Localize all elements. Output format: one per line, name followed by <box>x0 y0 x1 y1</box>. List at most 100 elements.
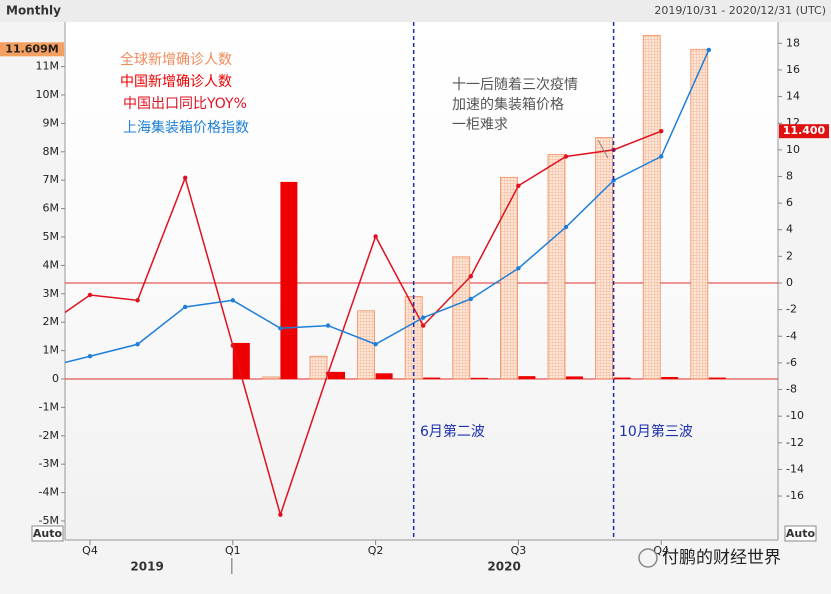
y2-tick-label: 10 <box>786 143 800 156</box>
bar <box>547 154 566 380</box>
watermark-icon <box>638 548 658 568</box>
y-tick-label: 1M <box>43 344 60 357</box>
line-point <box>135 342 140 347</box>
value-flag <box>0 42 64 57</box>
line-point <box>611 178 616 183</box>
bar <box>423 377 441 379</box>
year-label: 2020 <box>487 560 520 574</box>
line-point <box>87 354 93 359</box>
y-tick-label: 7M <box>43 173 60 186</box>
y-tick-label: -1M <box>39 400 59 413</box>
legend-entry: 全球新增确诊人数 <box>120 51 232 68</box>
annotation: 十一后随着三次疫情 <box>452 77 578 93</box>
y2-tick-label: -4 <box>786 329 797 342</box>
line-point <box>183 304 188 310</box>
x-tick-label: Q4 <box>82 544 98 557</box>
line-point <box>421 315 426 320</box>
line-point <box>373 234 378 239</box>
line-point <box>278 326 283 331</box>
bar <box>642 34 661 380</box>
annotation: 10月第三波 <box>619 423 693 440</box>
y2-tick-label: 0 <box>786 276 793 289</box>
y-tick-label: -5M <box>39 514 59 527</box>
y-tick-label: -4M <box>39 486 59 499</box>
line-point <box>230 298 235 303</box>
line-point <box>373 342 378 347</box>
plot <box>65 34 778 518</box>
y2-tick-label: 4 <box>786 223 793 236</box>
y2-tick-label: 6 <box>786 196 793 209</box>
bar <box>470 377 488 379</box>
auto-box[interactable] <box>784 525 817 542</box>
y-tick-label: 2M <box>43 315 60 328</box>
line-point <box>563 154 569 159</box>
line-point <box>516 183 521 188</box>
bar <box>690 48 709 380</box>
y-tick-label: -3M <box>39 457 59 470</box>
line-point <box>325 371 331 376</box>
bar <box>566 376 583 379</box>
line-point <box>516 266 521 271</box>
y-tick-label: 11M <box>36 60 60 73</box>
bar <box>595 137 613 380</box>
y-tick-label: 10M <box>36 88 60 101</box>
auto-label[interactable]: Auto <box>33 527 63 540</box>
y-tick-label: 8M <box>43 145 60 158</box>
bar <box>518 376 536 379</box>
line-point <box>468 274 473 279</box>
y2-tick-label: -16 <box>786 489 804 502</box>
y2-tick-label: 2 <box>786 249 793 262</box>
bar <box>357 310 376 380</box>
y2-tick-label: -2 <box>786 303 797 316</box>
x-tick-label: Q2 <box>368 544 384 557</box>
bar <box>499 176 518 380</box>
y-tick-label: 4M <box>43 258 60 271</box>
legend-entry: 中国出口同比YOY% <box>123 96 247 112</box>
bar <box>261 376 280 380</box>
y2-tick-label: 16 <box>786 63 800 76</box>
x-tick-label: Q3 <box>511 544 527 557</box>
value-label: 11.609M <box>5 42 58 55</box>
annotation: 6月第二波 <box>420 423 485 440</box>
auto-box[interactable] <box>31 525 64 542</box>
line-point <box>278 512 283 517</box>
year-label: 2019 <box>130 560 163 574</box>
line-point <box>135 298 140 303</box>
y2-tick-label: -8 <box>786 383 797 396</box>
y-tick-label: 0 <box>52 372 59 385</box>
bar <box>375 373 393 379</box>
y-tick-label: -2M <box>39 429 59 442</box>
bar <box>232 342 250 379</box>
annotation: 加速的集装箱价格 <box>452 96 564 113</box>
bar <box>309 355 328 380</box>
annotation: 一柜难求 <box>452 117 508 133</box>
date-range: 2019/10/31 - 2020/12/31 (UTC) <box>654 4 826 17</box>
line-point <box>230 343 235 348</box>
frequency: Monthly <box>6 4 61 18</box>
y-tick-label: 3M <box>43 287 60 300</box>
line-point <box>325 323 331 328</box>
line-point <box>659 154 664 159</box>
y2-tick-label: -6 <box>786 356 797 369</box>
bar <box>708 377 726 379</box>
x-tick-label: Q4 <box>653 544 669 557</box>
line-point <box>87 292 93 298</box>
bar <box>328 371 345 379</box>
legend-entry: 上海集装箱价格指数 <box>123 119 249 136</box>
header-bar <box>0 0 831 22</box>
line-point <box>468 296 473 302</box>
y-tick-label: 5M <box>43 230 60 243</box>
line-point <box>183 175 188 180</box>
y2-tick-label: 8 <box>786 169 793 182</box>
bar <box>280 181 298 379</box>
x-tick-label: Q1 <box>225 544 241 557</box>
y2-tick-label: -14 <box>786 462 804 475</box>
annotation-pointer <box>597 139 609 159</box>
y2-tick-label: -12 <box>786 436 804 449</box>
value-flag <box>779 124 829 139</box>
line-point <box>706 47 711 53</box>
auto-label[interactable]: Auto <box>786 527 816 540</box>
y-tick-label: 6M <box>43 202 60 215</box>
bar <box>661 376 679 379</box>
